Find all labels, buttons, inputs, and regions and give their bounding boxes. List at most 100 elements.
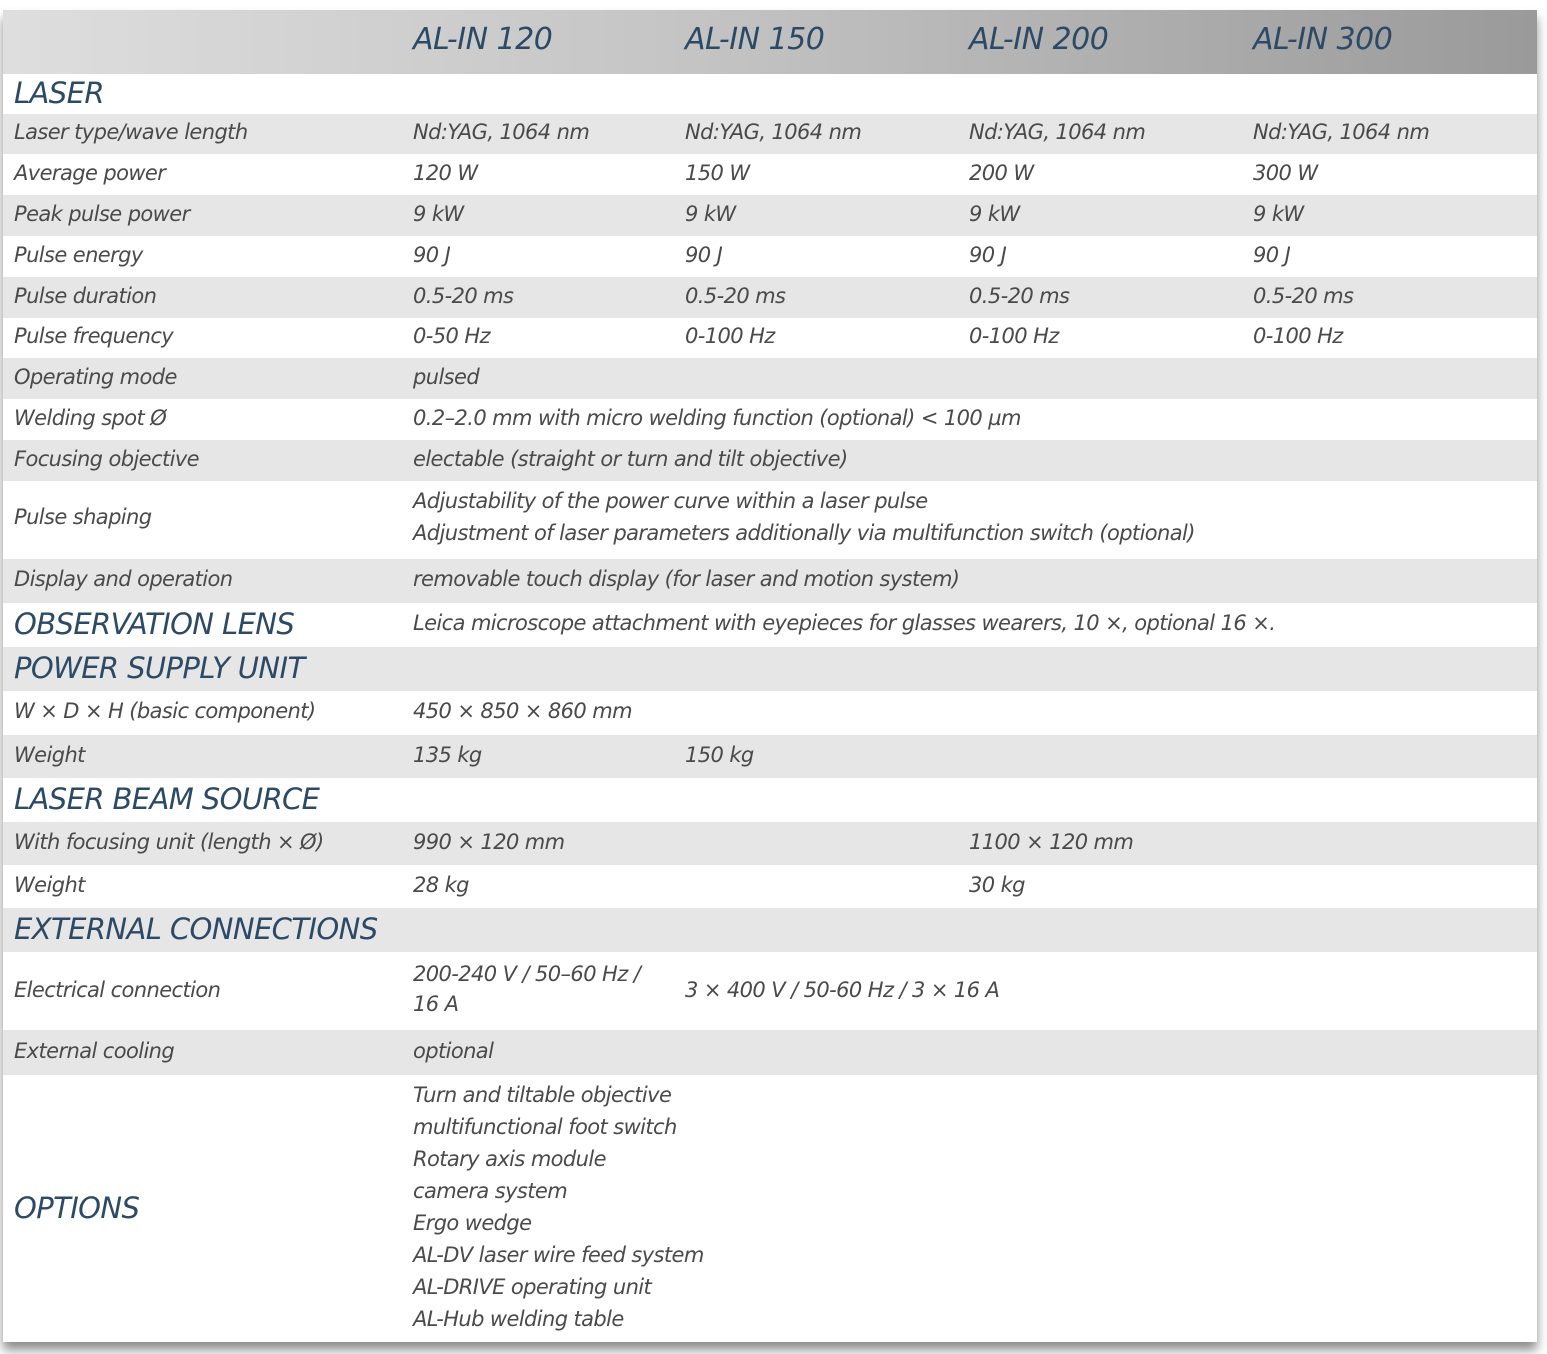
option-item: AL-Hub welding table	[413, 1307, 624, 1331]
row-label: Pulse energy	[14, 243, 143, 267]
section-title: LASER	[14, 76, 104, 110]
model-header: AL-IN 200	[969, 22, 1109, 57]
table-row: W × D × H (basic component) 450 × 850 × 8…	[3, 691, 1537, 735]
cell-value: Nd:YAG, 1064 nm	[413, 120, 590, 144]
cell-value: 0.5-20 ms	[413, 284, 514, 308]
option-item: multifunctional foot switch	[413, 1115, 677, 1139]
row-label: Pulse duration	[14, 284, 157, 308]
cell-value: 28 kg	[413, 873, 469, 897]
cell-value: 9 kW	[969, 202, 1020, 226]
cell-value: removable touch display (for laser and m…	[413, 567, 960, 591]
table-row: OBSERVATION LENS Leica microscope attachm…	[3, 603, 1537, 647]
row-label: With focusing unit (length × Ø)	[14, 830, 324, 854]
cell-value: Nd:YAG, 1064 nm	[1253, 120, 1430, 144]
cell-value: 450 × 850 × 860 mm	[413, 699, 633, 723]
cell-value: Leica microscope attachment with eyepiec…	[413, 611, 1276, 635]
option-item: Ergo wedge	[413, 1211, 532, 1235]
cell-value: 0-100 Hz	[685, 324, 775, 348]
table-row: With focusing unit (length × Ø) 990 × 120…	[3, 822, 1537, 865]
cell-value: 120 W	[413, 161, 478, 185]
cell-value: 3 × 400 V / 50-60 Hz / 3 × 16 A	[685, 978, 1000, 1002]
cell-value: Adjustment of laser parameters additiona…	[413, 521, 1195, 545]
option-item: camera system	[413, 1179, 568, 1203]
cell-value: 150 kg	[685, 743, 754, 767]
option-item: Turn and tiltable objective	[413, 1083, 672, 1107]
cell-value: 150 W	[685, 161, 750, 185]
cell-value: electable (straight or turn and tilt obj…	[413, 447, 848, 471]
table-row: Pulse frequency 0-50 Hz 0-100 Hz 0-100 Hz 0-…	[3, 318, 1537, 358]
cell-value: 90 J	[969, 243, 1007, 267]
model-header: AL-IN 150	[685, 22, 825, 57]
option-item: AL-DV laser wire feed system	[413, 1243, 704, 1267]
option-item: Rotary axis module	[413, 1147, 607, 1171]
cell-value: 30 kg	[969, 873, 1025, 897]
cell-value: 9 kW	[413, 202, 464, 226]
cell-value: 200-240 V / 50–60 Hz /	[413, 962, 641, 986]
row-label: W × D × H (basic component)	[14, 699, 316, 723]
row-label: Pulse frequency	[14, 324, 174, 348]
cell-value: 90 J	[685, 243, 723, 267]
cell-value: 300 W	[1253, 161, 1318, 185]
table-row: Average power 120 W 150 W 200 W 300 W	[3, 154, 1537, 195]
row-label: Laser type/wave length	[14, 120, 248, 144]
table-row: Weight 135 kg 150 kg	[3, 735, 1537, 778]
model-header: AL-IN 120	[413, 22, 553, 57]
table-header: AL-IN 120 AL-IN 150 AL-IN 200 AL-IN 300	[3, 10, 1537, 74]
cell-value: Nd:YAG, 1064 nm	[685, 120, 862, 144]
cell-value: pulsed	[413, 365, 480, 389]
cell-value: 16 A	[413, 992, 459, 1016]
table-row: Electrical connection 200-240 V / 50–60 H…	[3, 952, 1537, 1030]
row-label: Weight	[14, 743, 85, 767]
row-label: Welding spot Ø	[14, 406, 167, 430]
table-row: Focusing objective electable (straight or…	[3, 440, 1537, 481]
cell-value: 90 J	[1253, 243, 1291, 267]
table-row: Pulse energy 90 J 90 J 90 J 90 J	[3, 236, 1537, 277]
table-row: Pulse duration 0.5-20 ms 0.5-20 ms 0.5-20 m…	[3, 277, 1537, 318]
row-label: Peak pulse power	[14, 202, 190, 226]
cell-value: 0-100 Hz	[1253, 324, 1343, 348]
cell-value: 0.2–2.0 mm with micro welding function (…	[413, 406, 1021, 430]
row-label: Average power	[14, 161, 166, 185]
section-title: OBSERVATION LENS	[14, 607, 295, 641]
table-row: Weight 28 kg 30 kg	[3, 865, 1537, 908]
cell-value: optional	[413, 1039, 494, 1063]
row-label: Operating mode	[14, 365, 177, 389]
option-item: AL-DRIVE operating unit	[413, 1275, 652, 1299]
cell-value: 0.5-20 ms	[1253, 284, 1354, 308]
table-row: Welding spot Ø 0.2–2.0 mm with micro weld…	[3, 399, 1537, 440]
cell-value: 990 × 120 mm	[413, 830, 565, 854]
cell-value: 9 kW	[685, 202, 736, 226]
table-row: External cooling optional	[3, 1030, 1537, 1075]
cell-value: 0.5-20 ms	[685, 284, 786, 308]
table-row: Peak pulse power 9 kW 9 kW 9 kW 9 kW	[3, 195, 1537, 236]
spec-table: AL-IN 120 AL-IN 150 AL-IN 200 AL-IN 300 …	[3, 10, 1537, 1342]
section-title: POWER SUPPLY UNIT	[14, 651, 305, 685]
section-title: EXTERNAL CONNECTIONS	[14, 912, 378, 946]
cell-value: 0.5-20 ms	[969, 284, 1070, 308]
row-label: External cooling	[14, 1039, 175, 1063]
table-row: Pulse shaping Adjustability of the power …	[3, 481, 1537, 559]
section-title: LASER BEAM SOURCE	[14, 782, 320, 816]
row-label: Weight	[14, 873, 85, 897]
table-row: LASER	[3, 74, 1537, 114]
row-label: Display and operation	[14, 567, 233, 591]
row-label: Electrical connection	[14, 978, 221, 1002]
cell-value: 0-100 Hz	[969, 324, 1059, 348]
section-title: OPTIONS	[14, 1191, 140, 1225]
table-row: Operating mode pulsed	[3, 358, 1537, 399]
cell-value: Adjustability of the power curve within …	[413, 489, 928, 513]
table-row: POWER SUPPLY UNIT	[3, 647, 1537, 691]
table-row: EXTERNAL CONNECTIONS	[3, 908, 1537, 952]
cell-value: Nd:YAG, 1064 nm	[969, 120, 1146, 144]
cell-value: 9 kW	[1253, 202, 1304, 226]
model-header: AL-IN 300	[1253, 22, 1393, 57]
cell-value: 0-50 Hz	[413, 324, 491, 348]
row-label: Focusing objective	[14, 447, 200, 471]
cell-value: 1100 × 120 mm	[969, 830, 1134, 854]
table-row: OPTIONS Turn and tiltable objective multif…	[3, 1075, 1537, 1342]
table-row: Laser type/wave length Nd:YAG, 1064 nm Nd:…	[3, 114, 1537, 154]
row-label: Pulse shaping	[14, 505, 152, 529]
cell-value: 200 W	[969, 161, 1034, 185]
table-row: Display and operation removable touch dis…	[3, 559, 1537, 603]
cell-value: 90 J	[413, 243, 451, 267]
